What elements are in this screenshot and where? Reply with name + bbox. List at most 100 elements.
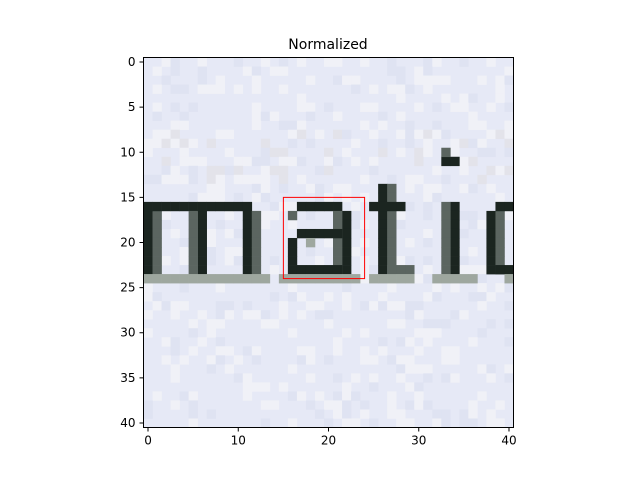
texture-cell (459, 138, 469, 149)
glyph-pixel (486, 219, 496, 230)
glyph-pixel (450, 247, 460, 257)
texture-cell (387, 400, 397, 410)
texture-cell (459, 57, 469, 67)
texture-cell (179, 147, 189, 158)
texture-cell (378, 346, 388, 356)
texture-cell (251, 355, 262, 365)
texture-cell (450, 355, 460, 365)
texture-cell (378, 138, 388, 149)
texture-cell (170, 373, 180, 383)
texture-cell (342, 382, 352, 392)
texture-cell (414, 346, 424, 356)
glyph-pixel (242, 274, 253, 284)
texture-cell (360, 355, 370, 365)
texture-cell (233, 373, 244, 383)
glyph-pixel (387, 274, 397, 284)
texture-cell (351, 418, 361, 428)
glyph-pixel (432, 274, 442, 284)
glyph-pixel (495, 237, 505, 248)
texture-cell (504, 102, 514, 112)
texture-cell (224, 256, 235, 266)
texture-cell (477, 328, 487, 338)
texture-cell (369, 355, 379, 365)
texture-cell (378, 337, 388, 347)
texture-cell (504, 147, 514, 158)
texture-cell (143, 174, 153, 185)
texture-cell (468, 292, 478, 302)
y-axis-ticks: 0 5 10 15 20 25 30 35 40 (120, 55, 144, 430)
texture-cell (323, 418, 334, 428)
texture-cell (314, 183, 325, 194)
glyph-pixel (378, 210, 388, 221)
glyph-pixel (143, 228, 153, 239)
texture-cell (188, 165, 198, 176)
texture-cell (260, 156, 271, 167)
texture-cell (143, 147, 153, 158)
glyph-pixel (342, 210, 352, 221)
texture-cell (161, 129, 171, 140)
texture-cell (215, 84, 226, 94)
texture-cell (188, 102, 198, 112)
texture-cell (486, 147, 496, 158)
texture-cell (278, 156, 289, 167)
glyph-pixel (486, 256, 496, 266)
texture-cell (170, 364, 180, 374)
glyph-pixel (378, 265, 388, 275)
texture-cell (242, 382, 253, 392)
texture-cell (450, 310, 460, 320)
texture-cell (242, 156, 253, 167)
glyph-pixel (197, 210, 207, 221)
texture-cell (342, 409, 352, 419)
texture-cell (170, 66, 180, 76)
texture-cell (305, 355, 316, 365)
texture-cell (423, 147, 433, 158)
texture-cell (423, 328, 433, 338)
glyph-pixel (342, 247, 352, 257)
texture-cell (170, 165, 180, 176)
texture-cell (396, 337, 406, 347)
texture-cell (405, 174, 415, 185)
texture-cell (224, 301, 235, 311)
glyph-pixel (387, 237, 397, 248)
texture-cell (215, 319, 226, 329)
texture-cell (405, 364, 415, 374)
texture-cell (215, 301, 226, 311)
texture-cell (351, 247, 361, 257)
texture-cell (396, 355, 406, 365)
texture-cell (486, 165, 496, 176)
texture-cell (432, 292, 442, 302)
texture-cell (369, 418, 379, 428)
glyph-pixel (387, 265, 397, 275)
texture-cell (369, 129, 379, 140)
texture-cell (323, 156, 334, 167)
texture-cell (251, 382, 262, 392)
texture-cell (369, 382, 379, 392)
texture-cell (423, 237, 433, 248)
texture-cell (396, 364, 406, 374)
texture-cell (504, 120, 514, 130)
texture-cell (486, 409, 496, 419)
texture-cell (387, 57, 397, 67)
texture-cell (405, 400, 415, 410)
texture-cell (405, 237, 415, 248)
texture-cell (432, 57, 442, 67)
texture-cell (405, 301, 415, 311)
texture-cell (333, 373, 343, 383)
glyph-pixel (314, 201, 325, 212)
texture-cell (188, 346, 198, 356)
texture-cell (323, 165, 334, 176)
texture-cell (504, 66, 514, 76)
texture-cell (305, 400, 316, 410)
texture-cell (441, 418, 451, 428)
texture-cell (278, 66, 289, 76)
texture-cell (170, 400, 180, 410)
texture-cell (351, 138, 361, 149)
texture-cell (323, 400, 334, 410)
texture-cell (287, 201, 298, 212)
texture-cell (215, 75, 226, 85)
texture-cell (188, 192, 198, 203)
glyph-pixel (396, 201, 406, 212)
texture-cell (432, 183, 442, 194)
texture-cell (378, 301, 388, 311)
glyph-pixel (197, 219, 207, 230)
